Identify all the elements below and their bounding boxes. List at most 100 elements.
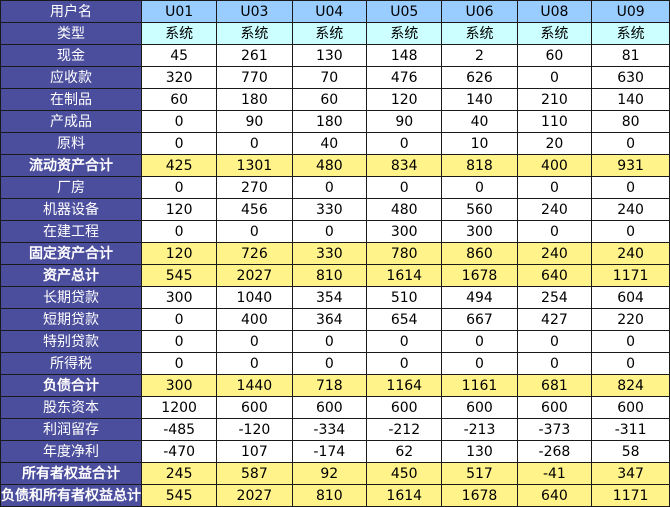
value-cell[interactable]: -334 <box>291 418 368 441</box>
value-cell[interactable]: 1171 <box>591 484 670 507</box>
value-cell[interactable]: 780 <box>366 242 443 265</box>
value-cell[interactable]: 860 <box>441 242 518 265</box>
value-cell[interactable]: 0 <box>366 132 443 155</box>
column-header-cell[interactable]: U09 <box>591 0 670 23</box>
value-cell[interactable]: 261 <box>216 44 293 67</box>
row-label-cell[interactable]: 在建工程 <box>0 220 142 243</box>
value-cell[interactable]: 180 <box>291 110 368 133</box>
value-cell[interactable]: 90 <box>216 110 293 133</box>
row-label-cell[interactable]: 类型 <box>0 22 142 45</box>
value-cell[interactable]: 320 <box>140 66 218 89</box>
value-cell[interactable]: 0 <box>366 330 443 353</box>
row-label-cell[interactable]: 利润留存 <box>0 418 142 441</box>
value-cell[interactable]: -120 <box>216 418 293 441</box>
row-label-cell[interactable]: 特别贷款 <box>0 330 142 353</box>
value-cell[interactable]: 600 <box>366 396 443 419</box>
type-cell[interactable]: 系统 <box>516 22 593 45</box>
row-label-cell[interactable]: 原料 <box>0 132 142 155</box>
value-cell[interactable]: 1171 <box>591 264 670 287</box>
type-cell[interactable]: 系统 <box>140 22 218 45</box>
value-cell[interactable]: 0 <box>140 308 218 331</box>
value-cell[interactable]: 0 <box>591 132 670 155</box>
value-cell[interactable]: 1614 <box>366 484 443 507</box>
value-cell[interactable]: 0 <box>516 330 593 353</box>
type-cell[interactable]: 系统 <box>366 22 443 45</box>
value-cell[interactable]: 560 <box>441 198 518 221</box>
value-cell[interactable]: 60 <box>140 88 218 111</box>
value-cell[interactable]: 2 <box>441 44 518 67</box>
value-cell[interactable]: -174 <box>291 440 368 463</box>
column-header-cell[interactable]: U05 <box>366 0 443 23</box>
value-cell[interactable]: 330 <box>291 198 368 221</box>
value-cell[interactable]: 824 <box>591 374 670 397</box>
row-label-cell[interactable]: 短期贷款 <box>0 308 142 331</box>
value-cell[interactable]: 0 <box>366 352 443 375</box>
row-label-cell[interactable]: 流动资产合计 <box>0 154 142 177</box>
value-cell[interactable]: 0 <box>441 352 518 375</box>
row-label-cell[interactable]: 机器设备 <box>0 198 142 221</box>
row-label-cell[interactable]: 负债和所有者权益总计 <box>0 484 142 507</box>
value-cell[interactable]: -470 <box>140 440 218 463</box>
value-cell[interactable]: 400 <box>516 154 593 177</box>
value-cell[interactable]: 600 <box>591 396 670 419</box>
column-header-cell[interactable]: U01 <box>140 0 218 23</box>
value-cell[interactable]: 0 <box>441 176 518 199</box>
value-cell[interactable]: 494 <box>441 286 518 309</box>
value-cell[interactable]: 1200 <box>140 396 218 419</box>
value-cell[interactable]: 1164 <box>366 374 443 397</box>
value-cell[interactable]: 20 <box>516 132 593 155</box>
column-header-cell[interactable]: U08 <box>516 0 593 23</box>
value-cell[interactable]: 92 <box>291 462 368 485</box>
value-cell[interactable]: 0 <box>216 352 293 375</box>
value-cell[interactable]: 58 <box>591 440 670 463</box>
type-cell[interactable]: 系统 <box>291 22 368 45</box>
value-cell[interactable]: 640 <box>516 264 593 287</box>
value-cell[interactable]: 630 <box>591 66 670 89</box>
column-header-cell[interactable]: U06 <box>441 0 518 23</box>
value-cell[interactable]: 0 <box>516 220 593 243</box>
value-cell[interactable]: 640 <box>516 484 593 507</box>
value-cell[interactable]: 140 <box>591 88 670 111</box>
column-header-cell[interactable]: U03 <box>216 0 293 23</box>
value-cell[interactable]: -213 <box>441 418 518 441</box>
value-cell[interactable]: 0 <box>140 352 218 375</box>
value-cell[interactable]: 1040 <box>216 286 293 309</box>
value-cell[interactable]: 120 <box>366 88 443 111</box>
row-label-cell[interactable]: 负债合计 <box>0 374 142 397</box>
type-cell[interactable]: 系统 <box>441 22 518 45</box>
value-cell[interactable]: 450 <box>366 462 443 485</box>
row-label-cell[interactable]: 现金 <box>0 44 142 67</box>
row-label-cell[interactable]: 年度净利 <box>0 440 142 463</box>
value-cell[interactable]: 604 <box>591 286 670 309</box>
value-cell[interactable]: 545 <box>140 264 218 287</box>
value-cell[interactable]: 180 <box>216 88 293 111</box>
value-cell[interactable]: 931 <box>591 154 670 177</box>
value-cell[interactable]: 510 <box>366 286 443 309</box>
value-cell[interactable]: 600 <box>516 396 593 419</box>
value-cell[interactable]: 347 <box>591 462 670 485</box>
value-cell[interactable]: 45 <box>140 44 218 67</box>
value-cell[interactable]: 818 <box>441 154 518 177</box>
row-label-cell[interactable]: 所有者权益合计 <box>0 462 142 485</box>
value-cell[interactable]: 300 <box>441 220 518 243</box>
value-cell[interactable]: 480 <box>366 198 443 221</box>
type-cell[interactable]: 系统 <box>591 22 670 45</box>
value-cell[interactable]: 0 <box>140 110 218 133</box>
value-cell[interactable]: 220 <box>591 308 670 331</box>
value-cell[interactable]: 0 <box>216 330 293 353</box>
value-cell[interactable]: 0 <box>591 176 670 199</box>
value-cell[interactable]: -311 <box>591 418 670 441</box>
value-cell[interactable]: 600 <box>216 396 293 419</box>
value-cell[interactable]: 0 <box>291 330 368 353</box>
value-cell[interactable]: 425 <box>140 154 218 177</box>
value-cell[interactable]: 354 <box>291 286 368 309</box>
value-cell[interactable]: 90 <box>366 110 443 133</box>
value-cell[interactable]: 270 <box>216 176 293 199</box>
value-cell[interactable]: -212 <box>366 418 443 441</box>
row-label-cell[interactable]: 应收款 <box>0 66 142 89</box>
value-cell[interactable]: 240 <box>591 198 670 221</box>
value-cell[interactable]: 40 <box>441 110 518 133</box>
value-cell[interactable]: 240 <box>591 242 670 265</box>
value-cell[interactable]: 0 <box>291 176 368 199</box>
value-cell[interactable]: 81 <box>591 44 670 67</box>
